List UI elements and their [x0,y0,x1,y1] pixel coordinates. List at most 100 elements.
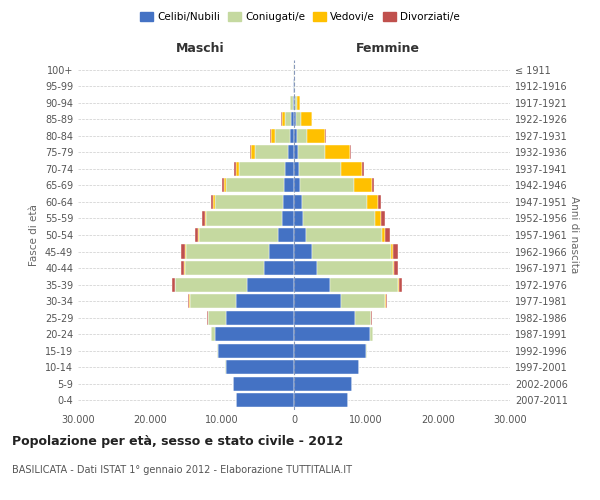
Bar [367,195,377,209]
Bar [294,327,370,341]
Bar [208,310,226,324]
Bar [294,310,355,324]
Bar [278,228,294,242]
Bar [296,112,301,126]
Bar [186,244,269,258]
Bar [391,244,392,258]
Bar [294,162,299,176]
Bar [366,344,367,357]
Bar [371,310,372,324]
Bar [398,278,399,291]
Bar [234,162,236,176]
Bar [251,146,255,160]
Bar [172,278,175,291]
Y-axis label: Fasce di età: Fasce di età [29,204,39,266]
Bar [317,261,392,275]
Bar [301,178,355,192]
Bar [312,244,391,258]
Bar [194,228,198,242]
Bar [341,162,362,176]
Bar [294,178,301,192]
Bar [188,294,190,308]
Bar [392,244,398,258]
Bar [211,327,215,341]
Bar [290,96,293,110]
Bar [386,294,387,308]
Bar [284,112,291,126]
Bar [247,278,294,291]
Bar [298,146,325,160]
Bar [362,162,364,176]
Bar [275,129,290,143]
Bar [381,212,385,226]
Bar [211,195,214,209]
Bar [294,294,341,308]
Bar [217,344,218,357]
Bar [373,178,374,192]
Bar [215,195,283,209]
Bar [294,129,296,143]
Bar [239,162,286,176]
Bar [282,112,284,126]
Bar [233,376,294,390]
Bar [294,261,317,275]
Bar [399,278,402,291]
Bar [294,376,352,390]
Bar [306,228,382,242]
Bar [205,212,206,226]
Bar [307,129,325,143]
Bar [218,344,294,357]
Bar [226,310,294,324]
Bar [222,178,224,192]
Bar [291,112,294,126]
Bar [206,212,282,226]
Bar [295,96,296,110]
Bar [284,178,294,192]
Bar [294,96,295,110]
Bar [294,195,302,209]
Bar [341,294,385,308]
Bar [394,261,398,275]
Bar [382,228,385,242]
Bar [226,178,284,192]
Text: Popolazione per età, sesso e stato civile - 2012: Popolazione per età, sesso e stato civil… [12,435,343,448]
Bar [283,195,294,209]
Bar [271,129,275,143]
Bar [304,212,376,226]
Y-axis label: Anni di nascita: Anni di nascita [569,196,579,274]
Bar [302,195,367,209]
Legend: Celibi/Nubili, Coniugati/e, Vedovi/e, Divorziati/e: Celibi/Nubili, Coniugati/e, Vedovi/e, Di… [136,8,464,26]
Bar [294,360,359,374]
Bar [293,96,294,110]
Text: Femmine: Femmine [356,42,419,55]
Bar [287,146,294,160]
Bar [301,112,311,126]
Bar [181,244,185,258]
Bar [290,129,294,143]
Bar [294,244,312,258]
Bar [264,261,294,275]
Bar [294,344,366,357]
Bar [330,278,398,291]
Bar [385,228,390,242]
Bar [175,278,247,291]
Bar [296,129,307,143]
Bar [255,146,287,160]
Bar [325,146,350,160]
Bar [236,393,294,407]
Bar [282,212,294,226]
Bar [250,146,251,160]
Bar [325,129,326,143]
Bar [350,146,351,160]
Bar [198,228,199,242]
Bar [299,162,341,176]
Bar [215,327,294,341]
Bar [199,228,278,242]
Bar [294,146,298,160]
Bar [236,294,294,308]
Bar [224,178,226,192]
Bar [294,228,306,242]
Bar [236,162,239,176]
Bar [294,112,296,126]
Bar [355,310,371,324]
